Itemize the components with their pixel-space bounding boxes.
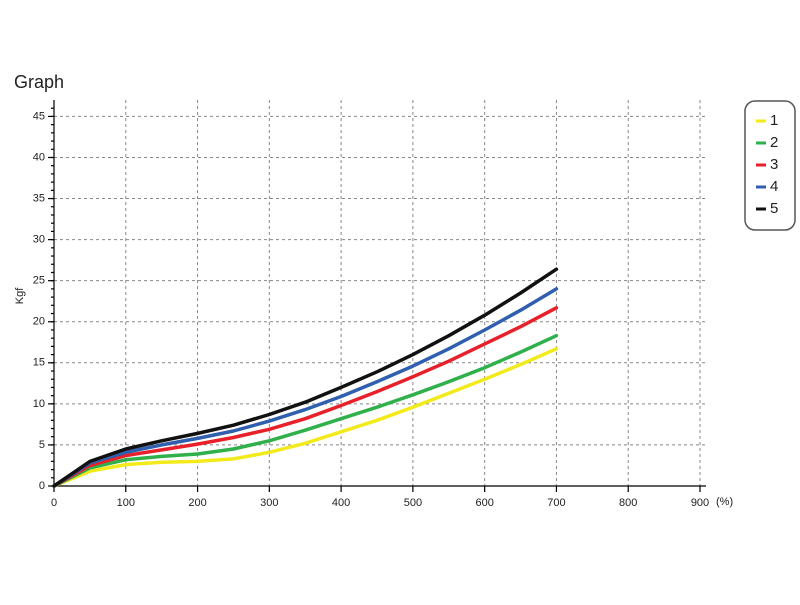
legend-label: 4 xyxy=(770,178,778,195)
x-tick-label: 500 xyxy=(404,497,422,509)
x-tick-label: 400 xyxy=(332,497,350,509)
y-tick-label: 35 xyxy=(33,192,45,204)
legend-box xyxy=(744,100,796,231)
x-tick-label: 0 xyxy=(51,497,57,509)
legend-label: 5 xyxy=(770,200,778,217)
series-line xyxy=(52,347,559,488)
chart-title: Graph xyxy=(14,72,64,92)
x-tick-label: 600 xyxy=(475,497,493,509)
y-tick-label: 25 xyxy=(33,275,45,287)
legend-label: 2 xyxy=(770,134,778,151)
x-tick-label: 200 xyxy=(188,497,206,509)
x-tick-label: 100 xyxy=(117,497,135,509)
x-tick-label: 900 xyxy=(691,497,709,509)
legend-label: 3 xyxy=(770,156,778,173)
series-line xyxy=(52,267,559,488)
legend-label: 1 xyxy=(770,112,778,129)
series-line xyxy=(52,306,559,488)
y-tick-label: 0 xyxy=(39,480,45,492)
y-axis-label: Kgf xyxy=(14,287,26,304)
y-tick-label: 15 xyxy=(33,357,45,369)
x-tick-label: 300 xyxy=(260,497,278,509)
x-tick-label: 700 xyxy=(547,497,565,509)
y-tick-label: 10 xyxy=(33,398,45,410)
series-line xyxy=(52,333,559,488)
y-tick-label: 45 xyxy=(33,110,45,122)
series-line xyxy=(52,287,559,488)
y-tick-label: 40 xyxy=(33,151,45,163)
y-tick-label: 5 xyxy=(39,439,45,451)
y-tick-label: 30 xyxy=(33,234,45,246)
x-tick-label: 800 xyxy=(619,497,637,509)
y-tick-label: 20 xyxy=(33,316,45,328)
x-axis-label: (%) xyxy=(716,496,733,508)
